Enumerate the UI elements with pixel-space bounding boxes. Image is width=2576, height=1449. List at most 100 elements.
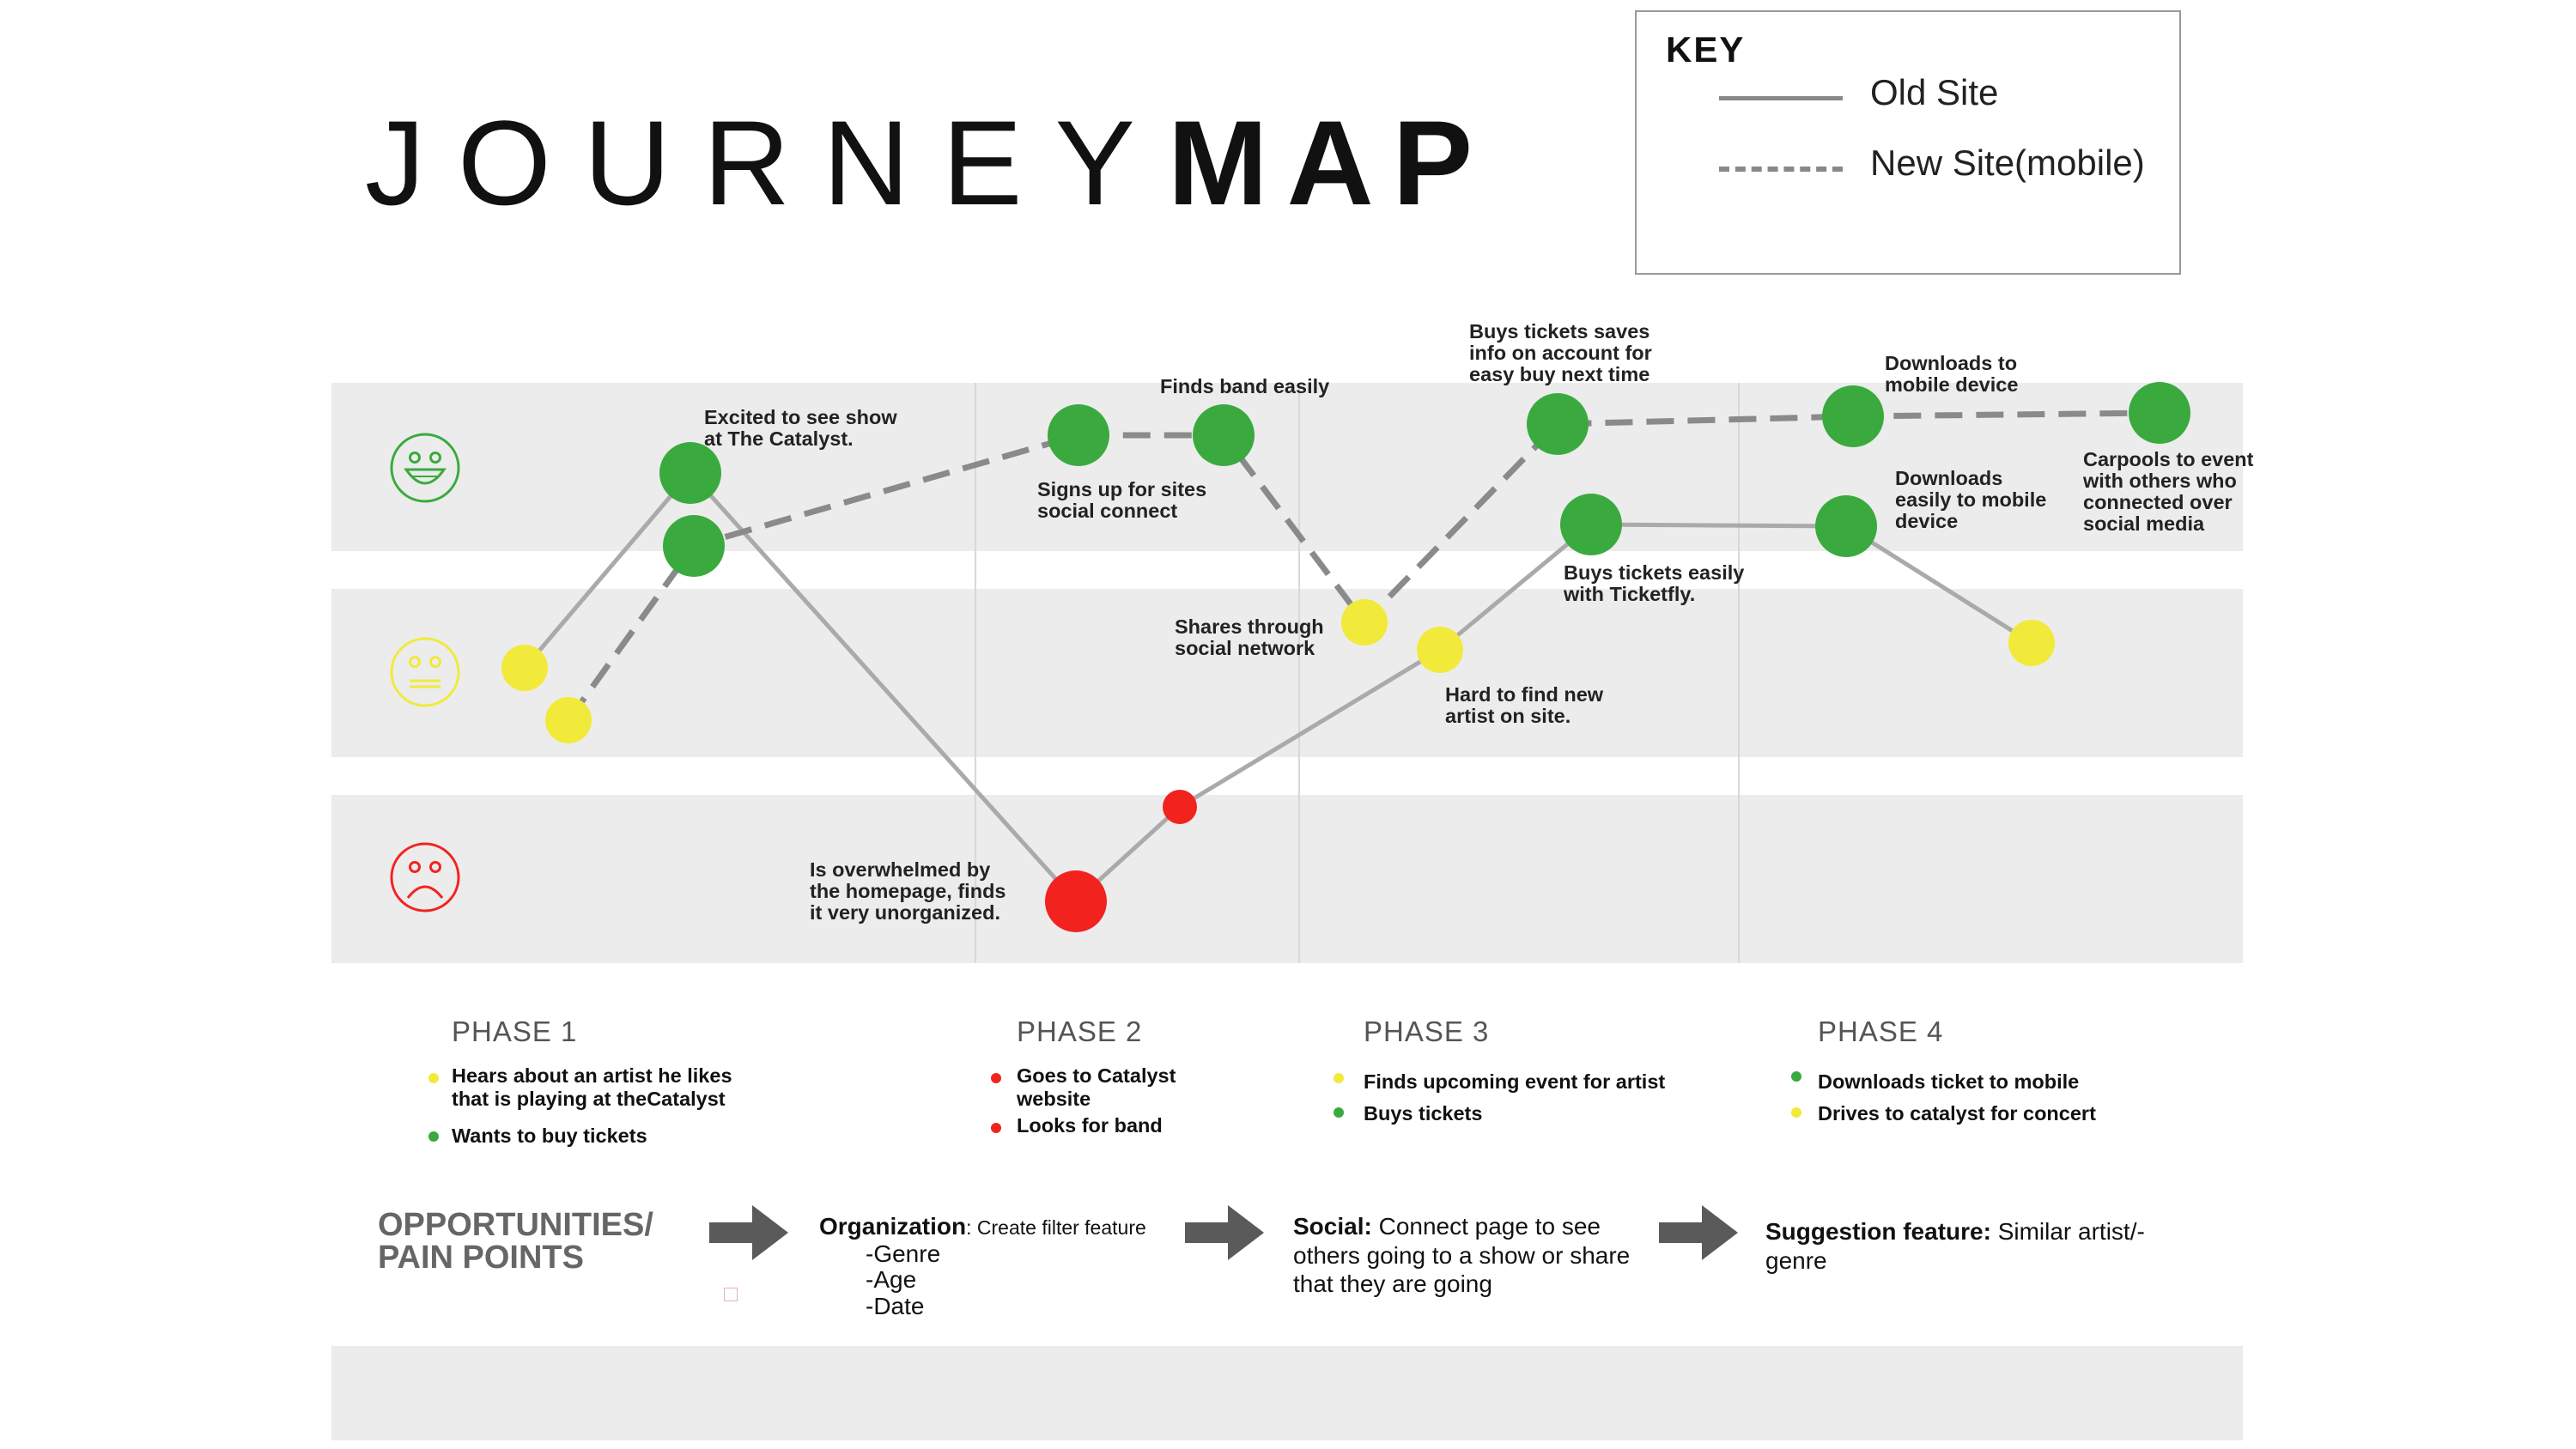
opportunity-label: Suggestion feature:: [1765, 1218, 1991, 1245]
annotation-line: social network: [1175, 637, 1315, 660]
node-old-buys-easily: [1560, 494, 1622, 555]
title-bold: MAP: [1167, 95, 1492, 230]
bullet-line: Finds upcoming event for artist: [1364, 1070, 1666, 1093]
annotation-line: Finds band easily: [1160, 375, 1330, 397]
node-new-hears: [545, 697, 592, 743]
node-new-carpools: [2129, 382, 2190, 444]
right-arrow-icon: [1185, 1205, 1264, 1260]
filter-item: -Age: [866, 1266, 917, 1294]
phase-1-item: Wants to buy tickets: [452, 1125, 647, 1148]
annotation-line: connected over: [2083, 491, 2233, 514]
right-arrow-icon: [1659, 1205, 1738, 1260]
opportunity-social: Social: Connect page to see others going…: [1293, 1212, 1630, 1299]
annotation-line: Hard to find new: [1445, 683, 1604, 706]
annotation-line: social media: [2083, 512, 2205, 536]
bullet-line: Looks for band: [1017, 1114, 1163, 1137]
annotation-line: Downloads to: [1885, 352, 2018, 374]
annotation-line: with others who: [2083, 470, 2237, 493]
annotation-buys-easily: Buys tickets easily with Ticketfly.: [1564, 561, 1744, 606]
bullet-dot-green: [1791, 1071, 1801, 1082]
old-site-line: [523, 470, 2033, 904]
filter-item: -Genre: [866, 1240, 941, 1267]
node-old-hears: [501, 645, 548, 691]
phase-1-label: PHASE 1: [452, 1016, 578, 1047]
bullet-line: Wants to buy tickets: [452, 1125, 647, 1147]
annotation-downloads-top: Downloads to mobile device: [1885, 352, 2018, 396]
annotation-line: at The Catalyst.: [704, 427, 854, 451]
legend-dashed-line: [1719, 167, 1843, 172]
band-neutral: [331, 589, 2243, 757]
opportunities-heading: OPPORTUNITIES/ PAIN POINTS: [378, 1209, 653, 1274]
opportunity-suggestion: Suggestion feature: Similar artist/- gen…: [1765, 1217, 2145, 1275]
bullet-dot-red: [991, 1123, 1001, 1133]
opportunity-organization: Organization: Create filter feature -Gen…: [819, 1212, 1146, 1320]
phase-4-item: Drives to catalyst for concert: [1818, 1102, 2096, 1125]
annotation-overwhelmed: Is overwhelmed by the homepage, finds it…: [810, 858, 1006, 925]
annotation-line: Carpools to event: [2083, 448, 2254, 470]
annotation-downloads-mid: Downloads easily to mobile device: [1895, 467, 2047, 533]
annotation-excited: Excited to see show at The Catalyst.: [704, 406, 897, 451]
filter-item: -Date: [866, 1293, 925, 1320]
annotation-line: Excited to see show: [704, 406, 897, 428]
node-old-hard-to-find: [1417, 627, 1463, 673]
annotation-line: device: [1895, 510, 1959, 533]
phase-3-label: PHASE 3: [1364, 1016, 1490, 1047]
plus-marker-icon: [724, 1288, 738, 1301]
phase-2-label: PHASE 2: [1017, 1016, 1143, 1047]
legend-key: KEY Old Site New Site(mobile): [1635, 10, 2181, 275]
opportunity-text: genre: [1765, 1246, 1827, 1274]
annotation-signs-up: Signs up for sites social connect: [1037, 478, 1207, 522]
legend-new-site-label: New Site(mobile): [1870, 142, 2145, 183]
bullet-line: Hears about an artist he likes: [452, 1064, 732, 1087]
opportunity-text: others going to a show or share: [1293, 1241, 1631, 1269]
annotation-line: Shares through: [1175, 615, 1324, 638]
bullet-line: Buys tickets: [1364, 1102, 1483, 1125]
legend-old-site-label: Old Site: [1870, 72, 1999, 112]
opportunity-text: Connect page to see: [1371, 1213, 1601, 1240]
annotation-shares: Shares through social network: [1175, 615, 1324, 660]
annotation-line: artist on site.: [1445, 705, 1571, 728]
bullet-dot-yellow: [428, 1073, 439, 1083]
annotation-line: Downloads: [1895, 467, 2003, 489]
node-new-buys-saves: [1527, 393, 1589, 455]
phase-divider-2: [1298, 383, 1300, 963]
new-site-line: [566, 409, 2160, 723]
bullet-dot-green: [1334, 1107, 1344, 1118]
phase-3-item: Buys tickets: [1364, 1102, 1482, 1125]
phase-3-item: Finds upcoming event for artist: [1364, 1070, 1665, 1094]
node-old-excited: [659, 442, 721, 504]
title-light: JOURNEY: [365, 95, 1168, 230]
annotation-line: Is overwhelmed by: [810, 858, 991, 881]
opportunity-label: Social:: [1293, 1213, 1372, 1240]
phase-divider-3: [1738, 383, 1740, 963]
happy-face-icon: [390, 433, 460, 503]
bullet-dot-yellow: [1334, 1073, 1344, 1083]
annotation-line: with Ticketfly.: [1564, 583, 1696, 606]
neutral-face-icon: [390, 637, 460, 707]
heading-line: PAIN POINTS: [378, 1240, 584, 1276]
sad-face-icon: [390, 842, 460, 912]
node-old-drives: [2008, 620, 2055, 666]
bullet-line: that is playing at theCatalyst: [452, 1088, 726, 1111]
annotation-line: Signs up for sites: [1037, 478, 1207, 500]
annotation-hard-to-find: Hard to find new artist on site.: [1445, 683, 1604, 728]
bullet-line: Downloads ticket to mobile: [1818, 1070, 2080, 1093]
bullet-dot-green: [428, 1131, 439, 1142]
annotation-line: easily to mobile: [1895, 488, 2047, 512]
opportunity-text: Similar artist/-: [1990, 1218, 2145, 1245]
annotation-buys-saves: Buys tickets saves info on account for e…: [1469, 320, 1652, 385]
bullet-dot-red: [991, 1073, 1001, 1083]
node-new-signs-up: [1048, 404, 1109, 466]
node-old-looks: [1163, 790, 1197, 824]
heading-line: OPPORTUNITIES/: [378, 1207, 653, 1243]
footer-band: [331, 1346, 2243, 1440]
opportunity-text: that they are going: [1293, 1270, 1492, 1298]
node-new-downloads: [1822, 385, 1884, 447]
bullet-line: Goes to Catalyst: [1017, 1064, 1176, 1087]
bullet-dot-yellow: [1791, 1107, 1801, 1118]
annotation-line: Buys tickets saves: [1469, 320, 1650, 343]
node-new-wants: [663, 515, 725, 577]
annotation-line: it very unorganized.: [810, 901, 1000, 925]
phase-4-item: Downloads ticket to mobile: [1818, 1070, 2079, 1094]
opportunity-text: : Create filter feature: [966, 1216, 1146, 1239]
